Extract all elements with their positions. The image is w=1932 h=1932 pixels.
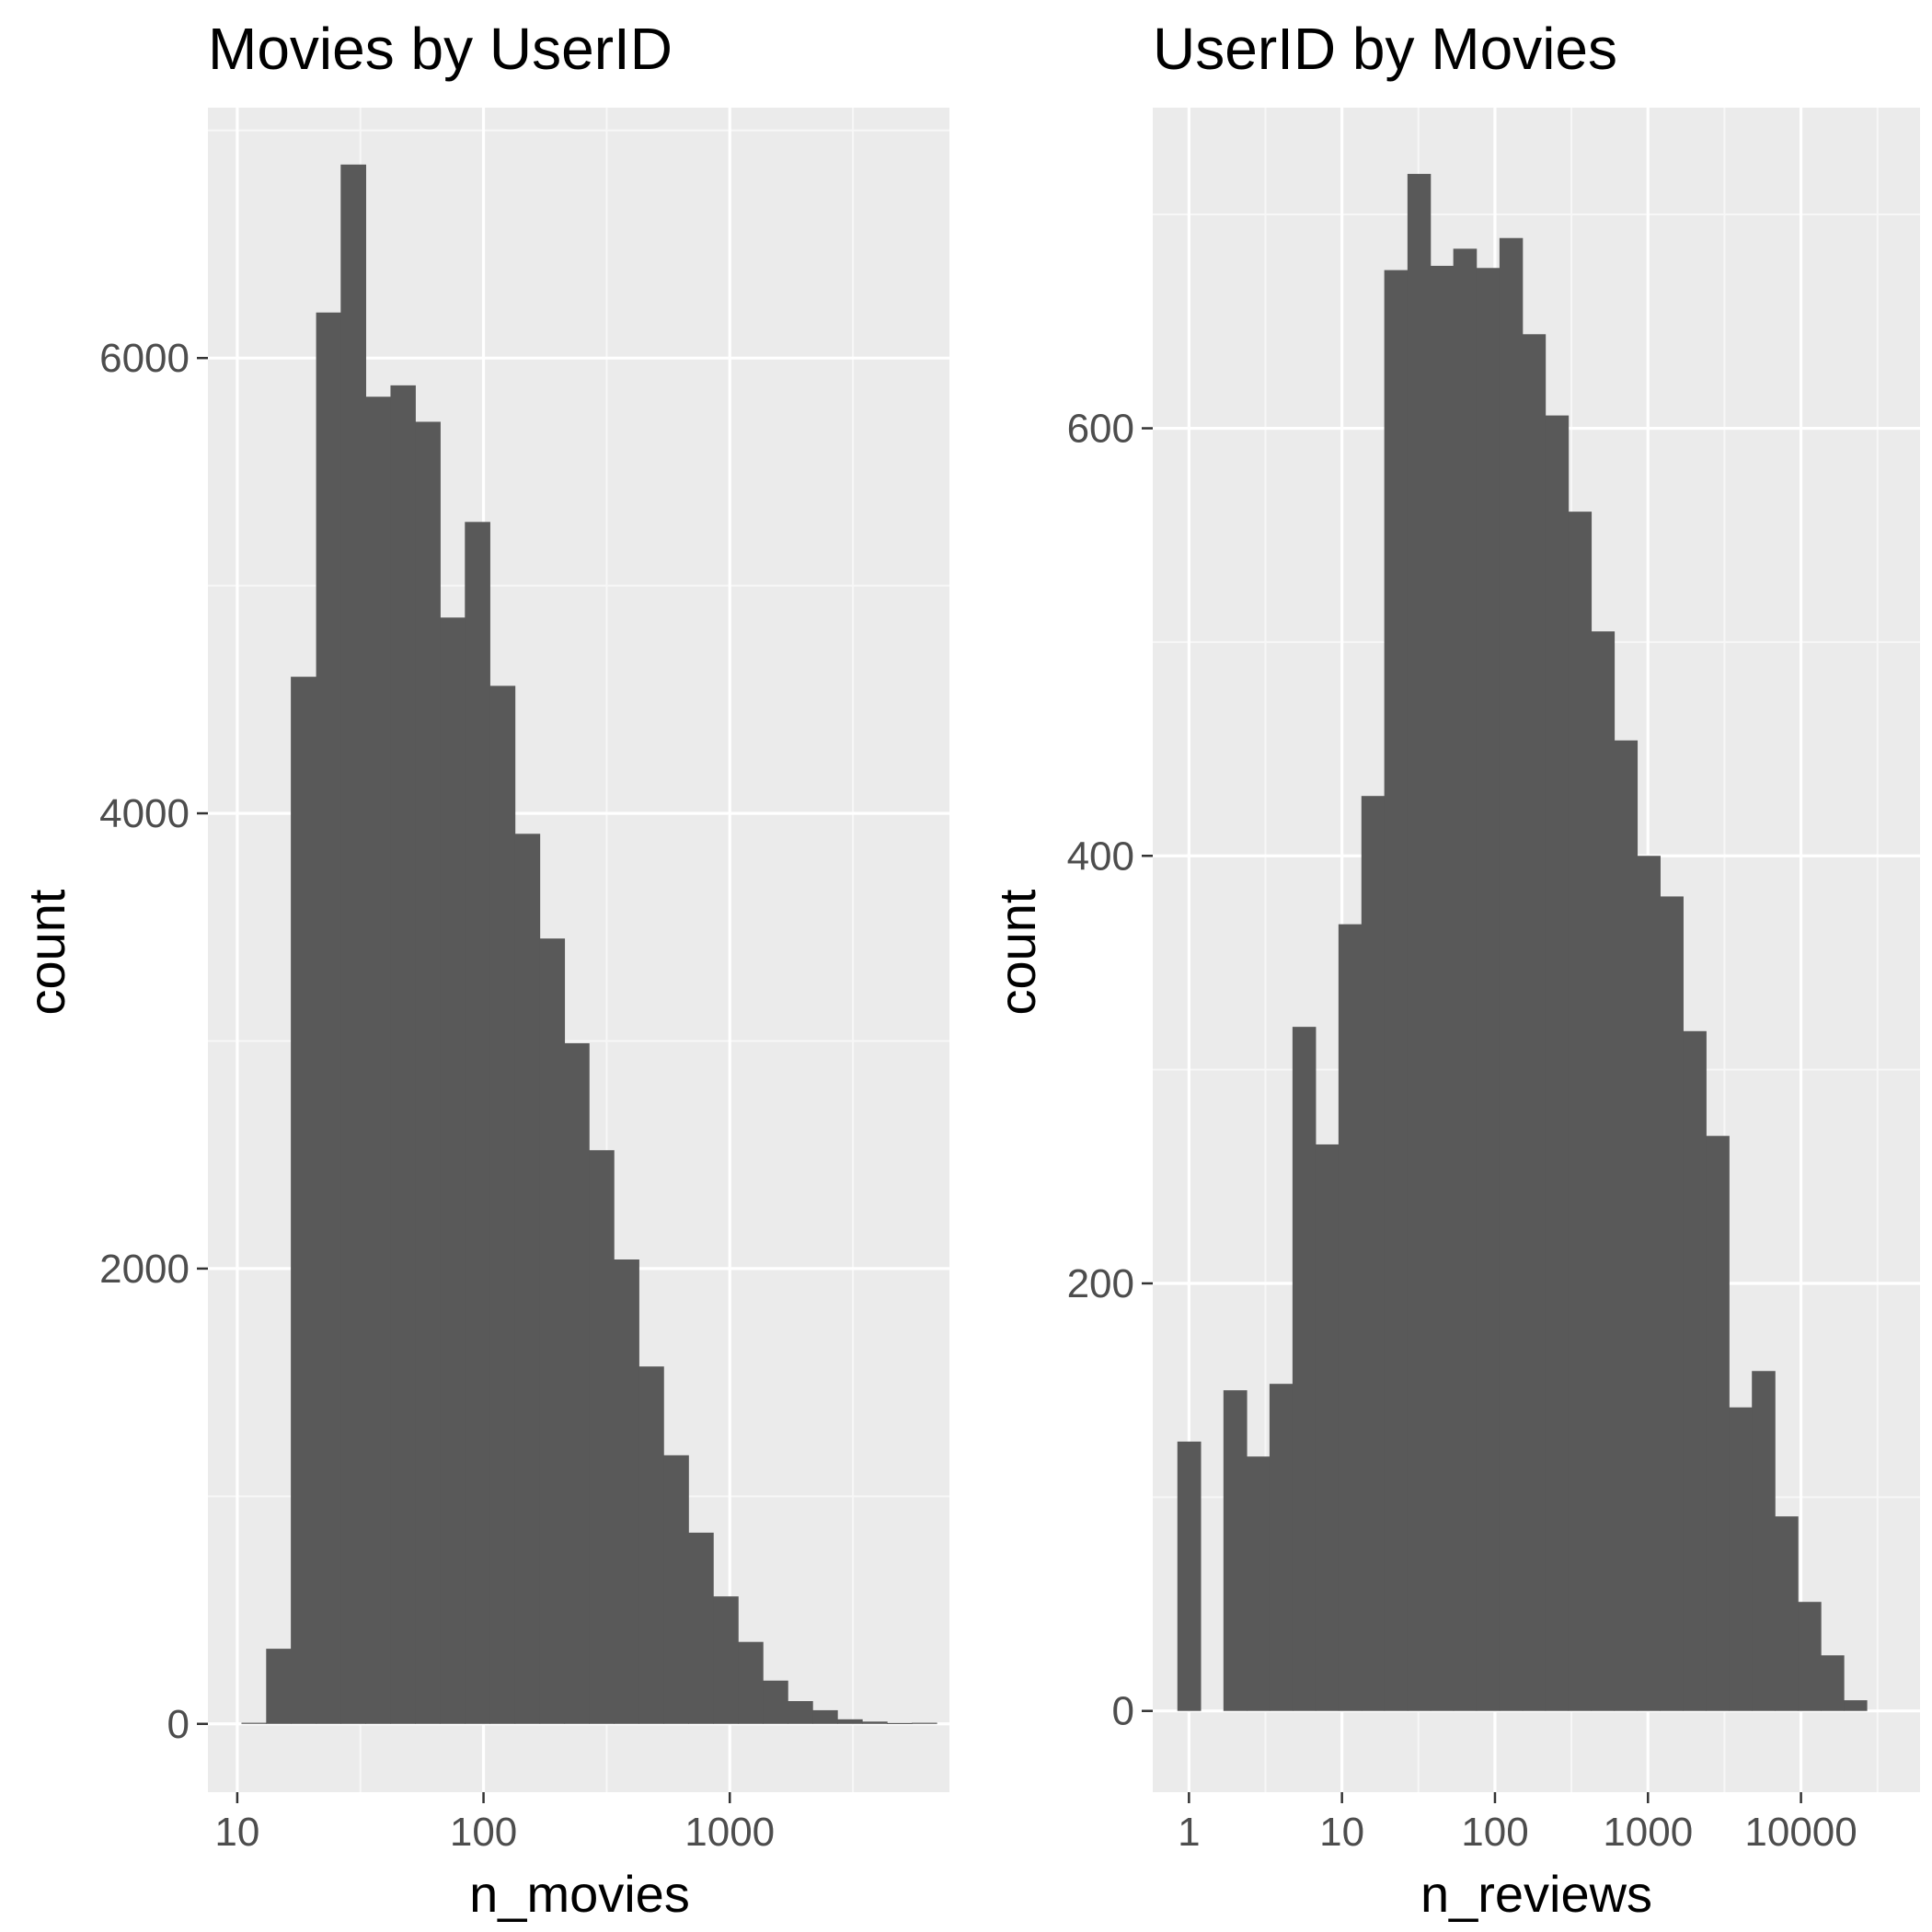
- histogram-bar: [1706, 1135, 1730, 1711]
- histogram-bar: [738, 1641, 764, 1724]
- histogram-bar: [1177, 1441, 1202, 1711]
- histogram-bar: [1361, 796, 1386, 1711]
- x-axis: 10 100 1000: [214, 1792, 775, 1855]
- histogram-bar: [340, 164, 366, 1724]
- histogram-bars: [1177, 174, 1868, 1711]
- histogram-bar: [415, 421, 441, 1724]
- histogram-bar: [837, 1719, 863, 1724]
- histogram-bar: [1821, 1655, 1845, 1711]
- histogram-bar: [862, 1721, 888, 1724]
- histogram-bar: [465, 522, 490, 1724]
- histogram-bar: [887, 1722, 913, 1724]
- histogram-bar: [589, 1150, 615, 1724]
- histogram-bar: [1545, 415, 1570, 1711]
- histogram-bar: [1568, 512, 1593, 1711]
- histogram-bar: [291, 676, 317, 1724]
- y-tick-label: 0: [1112, 1689, 1134, 1734]
- histogram-bar: [241, 1722, 267, 1724]
- histogram-bar: [1683, 1030, 1707, 1711]
- histogram-bar: [1223, 1390, 1248, 1711]
- chart-title: UserID by Movies: [1153, 16, 1617, 82]
- histogram-bar: [1522, 334, 1547, 1711]
- histogram-bar: [1844, 1700, 1868, 1711]
- histogram-bar: [1315, 1144, 1340, 1711]
- histogram-bar: [688, 1532, 714, 1724]
- x-tick-label: 1: [1178, 1810, 1200, 1855]
- histogram-bar: [1453, 248, 1478, 1711]
- histogram-bar: [1591, 631, 1616, 1711]
- y-axis-title: count: [17, 889, 75, 1015]
- histogram-bar: [1775, 1516, 1799, 1711]
- histogram-bar: [1614, 740, 1639, 1711]
- y-axis: 0 200 400 600: [1067, 407, 1153, 1734]
- histogram-bar: [812, 1709, 838, 1724]
- x-tick-label: 100: [450, 1810, 517, 1855]
- x-axis-title: n_reviews: [1420, 1865, 1652, 1923]
- histogram-bar: [489, 685, 516, 1724]
- histogram-bar: [514, 834, 541, 1724]
- histogram-bar: [1660, 896, 1684, 1711]
- histogram-bar: [763, 1680, 788, 1724]
- histogram-bar: [713, 1596, 739, 1724]
- histogram-bar: [1246, 1456, 1271, 1711]
- histogram-bar: [1752, 1371, 1776, 1711]
- histogram-bar: [1637, 856, 1661, 1711]
- histogram-bar: [638, 1366, 664, 1724]
- histogram-bar: [390, 385, 416, 1724]
- histogram-bar: [440, 617, 466, 1724]
- x-tick-label: 1000: [1603, 1810, 1693, 1855]
- histogram-bar: [539, 938, 566, 1724]
- histogram-bar: [912, 1722, 937, 1724]
- histogram-bar: [1384, 270, 1409, 1711]
- histogram-bar: [1269, 1384, 1294, 1711]
- histogram-bar: [266, 1649, 292, 1724]
- histogram-panel-movies-by-userid: Movies by UserID 10 100 1000 0 2000 4000 6000…: [17, 16, 949, 1923]
- x-tick-label: 10: [214, 1810, 259, 1855]
- x-axis-title: n_movies: [469, 1865, 690, 1923]
- y-tick-label: 0: [167, 1702, 190, 1747]
- x-tick-label: 1000: [684, 1810, 775, 1855]
- histogram-bar: [663, 1455, 689, 1724]
- histogram-bar: [788, 1701, 813, 1724]
- histogram-bar: [1729, 1407, 1753, 1711]
- histogram-bar: [1499, 237, 1524, 1711]
- histogram-bar: [614, 1259, 639, 1724]
- histogram-bar: [1798, 1602, 1822, 1711]
- histogram-bar: [1292, 1027, 1317, 1711]
- x-axis: 1 10 100 1000 10000: [1178, 1792, 1857, 1855]
- histogram-bar: [1476, 268, 1501, 1711]
- histogram-bar: [316, 312, 341, 1724]
- x-tick-label: 100: [1461, 1810, 1528, 1855]
- y-tick-label: 600: [1067, 407, 1134, 452]
- histogram-panel-userid-by-movies: UserID by Movies 1 10 100 1000 10000 0 200 400…: [988, 16, 1920, 1923]
- histogram-bar: [1338, 924, 1363, 1711]
- histogram-bar: [564, 1042, 590, 1724]
- y-axis: 0 2000 4000 6000: [99, 336, 208, 1747]
- y-tick-label: 400: [1067, 834, 1134, 879]
- histogram-bars: [241, 164, 937, 1724]
- x-tick-label: 10: [1319, 1810, 1364, 1855]
- y-tick-label: 2000: [99, 1247, 190, 1292]
- x-tick-label: 10000: [1744, 1810, 1857, 1855]
- histogram-bar: [1430, 265, 1455, 1711]
- chart-title: Movies by UserID: [208, 16, 673, 82]
- y-axis-title: count: [988, 889, 1046, 1015]
- y-tick-label: 6000: [99, 336, 190, 381]
- histogram-bar: [365, 397, 392, 1724]
- y-tick-label: 4000: [99, 791, 190, 836]
- y-tick-label: 200: [1067, 1261, 1134, 1306]
- histogram-bar: [1407, 174, 1432, 1711]
